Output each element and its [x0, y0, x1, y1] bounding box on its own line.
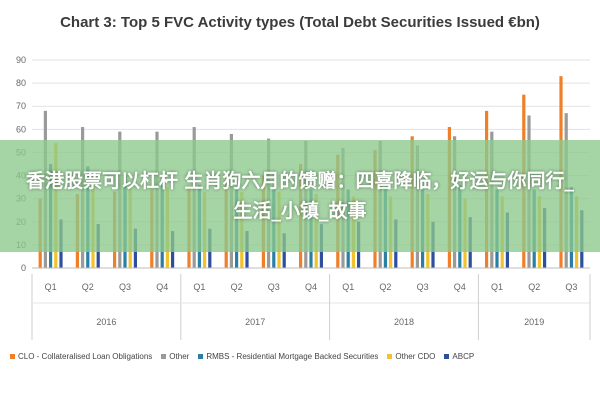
chart-legend: CLO - Collateralised Loan Obligations Oth…	[10, 352, 600, 361]
x-tick-label: Q1	[193, 282, 205, 292]
x-tick-label: Q3	[119, 282, 131, 292]
x-tick-label: Q3	[268, 282, 280, 292]
x-tick-label: Q2	[528, 282, 540, 292]
x-tick-label: Q1	[491, 282, 503, 292]
banner-text: 香港股票可以杠杆 生肖狗六月的馈赠：四喜降临，好运与你同行_生活_小镇_故事	[25, 170, 575, 222]
y-tick-label: 60	[16, 124, 26, 134]
x-group-label: 2017	[245, 317, 265, 327]
x-group-label: 2019	[524, 317, 544, 327]
y-tick-label: 70	[16, 101, 26, 111]
x-tick-label: Q3	[565, 282, 577, 292]
legend-label: Other	[169, 352, 190, 361]
legend-swatch	[198, 354, 204, 359]
y-tick-label: 0	[21, 263, 26, 273]
x-group-label: 2018	[394, 317, 414, 327]
x-tick-label: Q4	[454, 282, 466, 292]
x-tick-label: Q1	[45, 282, 57, 292]
overlay-banner: 香港股票可以杠杆 生肖狗六月的馈赠：四喜降临，好运与你同行_生活_小镇_故事	[0, 140, 600, 252]
legend-item: Other CDO	[387, 352, 435, 361]
legend-label: CLO - Collateralised Loan Obligations	[18, 352, 153, 361]
x-tick-label: Q3	[417, 282, 429, 292]
legend-item: ABCP	[444, 352, 474, 361]
x-group-label: 2016	[96, 317, 116, 327]
x-tick-label: Q4	[305, 282, 317, 292]
legend-label: Other CDO	[395, 352, 436, 361]
legend-item: RMBS - Residential Mortgage Backed Secur…	[198, 352, 378, 361]
y-tick-label: 80	[16, 78, 26, 88]
chart-title: Chart 3: Top 5 FVC Activity types (Total…	[60, 14, 540, 31]
legend-swatch	[10, 354, 15, 359]
legend-swatch	[161, 354, 167, 359]
y-tick-label: 90	[16, 55, 26, 65]
legend-item: Other	[161, 352, 189, 361]
x-tick-label: Q1	[342, 282, 354, 292]
legend-item: CLO - Collateralised Loan Obligations	[10, 352, 152, 361]
x-tick-label: Q2	[82, 282, 94, 292]
x-tick-label: Q4	[156, 282, 168, 292]
legend-swatch	[387, 354, 393, 359]
legend-swatch	[444, 354, 450, 359]
x-tick-label: Q2	[231, 282, 243, 292]
legend-label: RMBS - Residential Mortgage Backed Secur…	[206, 352, 379, 361]
x-tick-label: Q2	[379, 282, 391, 292]
legend-label: ABCP	[452, 352, 475, 361]
